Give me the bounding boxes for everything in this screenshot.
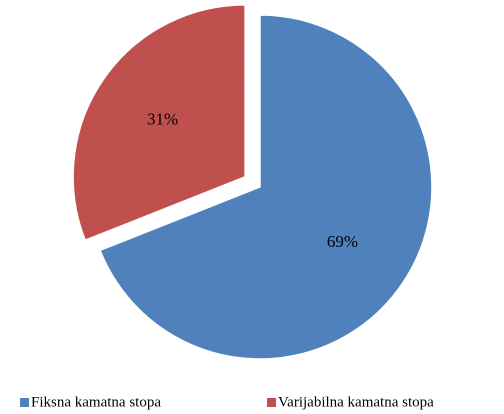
data-label: 31% [147,110,178,129]
legend-swatch [267,398,276,407]
pie-slice [99,14,433,360]
pie: 69% 31% [72,4,433,360]
pie-slice [72,4,246,242]
legend-label: Fiksna kamatna stopa [31,394,161,410]
legend-swatch [20,398,29,407]
data-label: 69% [327,232,358,251]
legend: Fiksna kamatna stopa Varijabilna kamatna … [20,394,434,410]
legend-label: Varijabilna kamatna stopa [278,394,434,410]
